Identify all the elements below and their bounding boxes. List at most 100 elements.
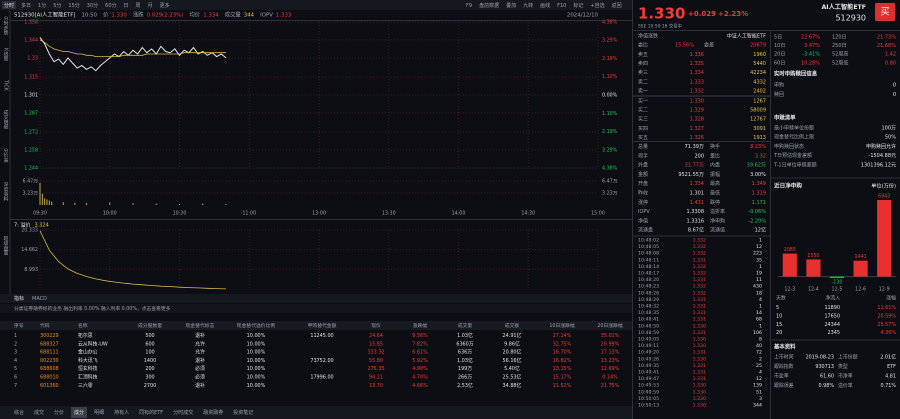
info-bar[interactable]: 分类证券融券标的业务 融出利率 0.00% 融入利率 0.00%，点击查看更多: [14, 305, 171, 312]
x-tick-label: 10:30: [173, 211, 187, 217]
stat-label: 外盘: [638, 162, 648, 169]
trade-time: 10:48:35: [638, 310, 659, 316]
y2-tick-label: 4.38%: [602, 166, 618, 172]
volume-bar: [179, 203, 180, 205]
table-cell: 24344: [824, 322, 840, 328]
field-value: 1.334: [203, 13, 219, 19]
tab[interactable]: 1分: [38, 2, 46, 9]
bar: [853, 260, 868, 277]
trade-time: 10:49:05: [638, 337, 659, 343]
side-tab[interactable]: 成交明细: [3, 109, 8, 130]
trade-price: 1.330: [693, 389, 706, 395]
table-cell: 20: [776, 330, 782, 336]
field-label: 最小申赎单位份额: [774, 125, 814, 132]
table-cell: 16.70%: [553, 350, 572, 356]
trade-volume: 35: [756, 257, 762, 263]
table-header: 净流入: [825, 295, 840, 302]
trade-volume: 18: [756, 290, 762, 296]
tool-button[interactable]: 盘前数据: [479, 2, 499, 9]
trade-price: 1.332: [693, 290, 706, 296]
tab[interactable]: 月: [148, 3, 153, 9]
tab[interactable]: 日: [124, 3, 129, 9]
indicator-tab[interactable]: 指标: [14, 295, 24, 302]
security-code: 512930: [835, 14, 866, 23]
pane-title: 7: 溢价: [14, 222, 30, 229]
tool-button[interactable]: F10: [557, 3, 566, 9]
tool-button[interactable]: F9: [466, 3, 472, 9]
book-price: 1.327: [690, 126, 704, 132]
field-value: 0.71%: [880, 383, 896, 389]
x-tick-label: 10:00: [103, 211, 117, 217]
side-tab[interactable]: TICK: [3, 79, 9, 92]
table-header: 涨跌幅: [413, 322, 428, 329]
tool-button[interactable]: 叠加: [506, 2, 516, 9]
table-cell: 24.64: [369, 333, 383, 339]
table-cell: 17.13%: [601, 350, 620, 356]
trade-time: 10:49:11: [638, 343, 659, 349]
bar: [806, 259, 821, 277]
side-tab[interactable]: 分价表: [3, 147, 8, 164]
side-tab[interactable]: K线图: [3, 48, 9, 62]
table-cell: 601360: [40, 383, 59, 389]
trade-time: 10:48:41: [638, 317, 659, 323]
trade-time: 10:48:23: [638, 284, 659, 290]
table-header: 成交额: [505, 322, 520, 329]
table-header: 代码: [40, 322, 50, 329]
book-price: 1.330: [690, 99, 704, 105]
perf-value: 3.47%: [804, 43, 820, 49]
bottom-tab[interactable]: 分价: [54, 409, 64, 416]
side-tab[interactable]: 超级盘面: [3, 235, 8, 256]
y-tick-label: 1.315: [24, 75, 38, 81]
bottom-tab[interactable]: 成分: [74, 409, 84, 416]
buy-button[interactable]: [875, 3, 895, 21]
date: 2024/12/10: [567, 13, 599, 19]
tool-button[interactable]: 画线: [540, 2, 550, 9]
tab[interactable]: 多日: [21, 2, 31, 9]
bottom-tab[interactable]: 融资融券: [203, 409, 223, 416]
perf-value: 10.28%: [801, 60, 820, 66]
tab[interactable]: 15分: [68, 2, 79, 9]
trade-volume: 25: [756, 363, 762, 369]
stat-value: -0.06%: [748, 209, 766, 215]
tab[interactable]: 5分: [53, 2, 61, 9]
bottom-tab[interactable]: 持有人: [114, 409, 129, 416]
side-tab[interactable]: 深度资料: [3, 181, 8, 202]
trade-volume: 3: [759, 396, 762, 402]
bottom-tab[interactable]: 同标的ETF: [139, 409, 163, 416]
side-tab[interactable]: 分时走势: [3, 15, 8, 36]
tool-button[interactable]: 九转: [523, 2, 533, 9]
table-header: 序号: [14, 322, 24, 329]
table-header: 现价: [371, 323, 381, 329]
bottom-tab[interactable]: 成交: [34, 409, 44, 416]
stat-label: 流通值: [710, 227, 725, 234]
bottom-tab[interactable]: 综合: [14, 409, 24, 416]
trade-volume: 344: [753, 403, 762, 409]
table-cell: 4.66%: [412, 383, 428, 389]
perf-value: 0.80: [885, 60, 896, 66]
x-tick-label: 13:30: [382, 211, 396, 217]
indicator-tab[interactable]: MACD: [32, 296, 47, 302]
tab[interactable]: 分时: [4, 2, 14, 9]
bar: [829, 276, 845, 278]
tool-button[interactable]: 返回: [612, 2, 622, 9]
buy-button-label[interactable]: 买: [880, 7, 889, 18]
tab[interactable]: 30分: [87, 2, 98, 9]
tab[interactable]: 周: [136, 3, 141, 9]
field-label: 市净率: [838, 373, 853, 380]
tool-button[interactable]: +自选: [590, 2, 604, 9]
tab[interactable]: 60分: [105, 2, 116, 9]
trade-volume: 139: [753, 383, 762, 389]
table-cell: 32.75%: [553, 341, 572, 347]
bottom-tab[interactable]: 分时成交: [173, 409, 193, 416]
book-price: 1.335: [690, 61, 704, 67]
stat-value: 3.00%: [750, 172, 766, 178]
trade-price: 1.330: [693, 323, 706, 329]
trade-time: 10:48:26: [638, 290, 659, 296]
stat-value: 3.32: [755, 153, 766, 159]
bottom-tab[interactable]: 明细: [94, 409, 104, 416]
tab[interactable]: 更多: [160, 2, 170, 9]
tool-button[interactable]: 标记: [573, 2, 583, 9]
bottom-tab[interactable]: 投资笔记: [233, 409, 253, 416]
field-label: IOPV: [260, 13, 273, 19]
